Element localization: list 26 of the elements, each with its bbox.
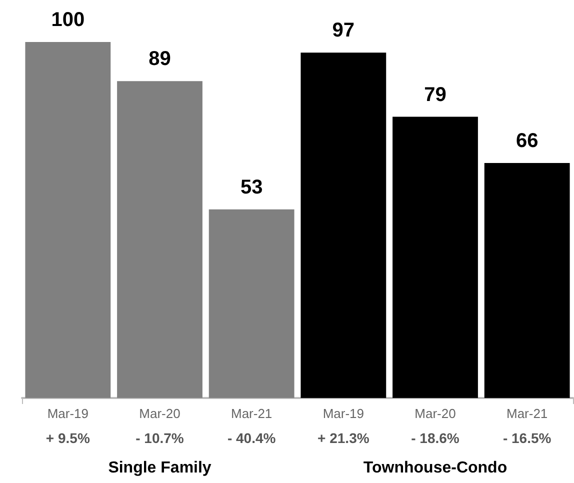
text: + 21.3% [318, 430, 370, 446]
x-tick-label: Mar-19 [322, 406, 364, 421]
data-label: 89 [148, 48, 171, 70]
text: Single Family [108, 460, 212, 476]
bar [484, 163, 570, 398]
text: - 10.7% [136, 430, 184, 446]
text: - 40.4% [227, 430, 276, 446]
data-label: 66 [516, 130, 538, 152]
text: - 18.6% [411, 430, 460, 446]
data-label: 97 [332, 20, 355, 42]
data-label: 53 [240, 176, 263, 198]
data-label: 79 [424, 84, 446, 106]
bar [300, 52, 386, 398]
bar [117, 81, 202, 398]
bar [392, 116, 478, 398]
bar [25, 42, 111, 398]
x-tick-label: Mar-20 [414, 406, 456, 421]
x-tick-label: Mar-21 [506, 406, 548, 421]
bar [208, 209, 294, 398]
text: - 16.5% [502, 430, 552, 446]
data-label: 100 [51, 9, 85, 31]
text: + 9.5% [46, 430, 90, 446]
x-tick-label: Mar-20 [139, 406, 180, 421]
text: Townhouse-Condo [363, 460, 508, 476]
x-tick-label: Mar-21 [230, 406, 272, 421]
x-tick-label: Mar-19 [47, 406, 89, 421]
